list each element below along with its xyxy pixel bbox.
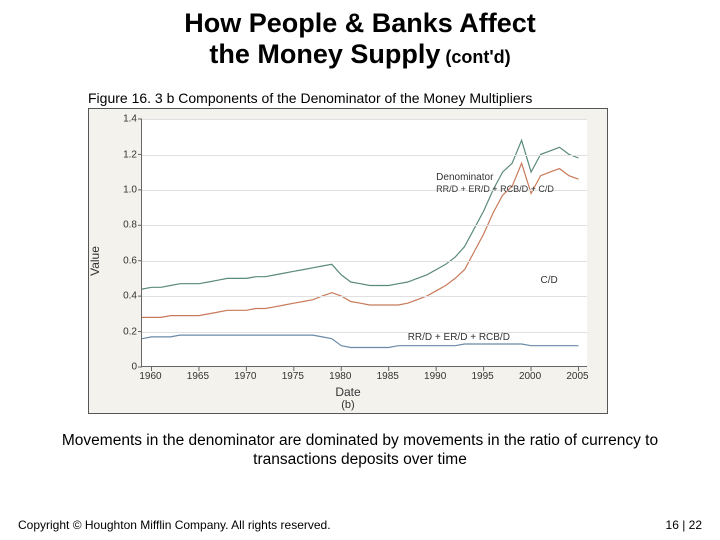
title-line-2: the Money Supply (cont'd) bbox=[0, 39, 720, 70]
x-tick-label: 1970 bbox=[234, 371, 256, 382]
gridline bbox=[142, 155, 587, 156]
gridline bbox=[142, 225, 587, 226]
y-tick-label: 1.2 bbox=[113, 149, 137, 160]
title-suffix: (cont'd) bbox=[440, 47, 510, 67]
series-label-formula-Denominator: RR/D + ER/D + RCB/D + C/D bbox=[436, 184, 554, 194]
x-tick-label: 1975 bbox=[282, 371, 304, 382]
series-label-RRD: RR/D + ER/D + RCB/D bbox=[408, 332, 510, 343]
gridline bbox=[142, 296, 587, 297]
y-tick-label: 1.4 bbox=[113, 114, 137, 125]
series-label-CD: C/D bbox=[541, 275, 558, 286]
chart-box: DenominatorRR/D + ER/D + RCB/D + C/D C/D R… bbox=[88, 108, 608, 414]
gridline bbox=[142, 261, 587, 262]
line-chart-svg bbox=[142, 119, 588, 367]
plot-area: DenominatorRR/D + ER/D + RCB/D + C/D C/D R… bbox=[141, 119, 587, 367]
body-text: Movements in the denominator are dominat… bbox=[0, 432, 720, 469]
x-tick-label: 1980 bbox=[329, 371, 351, 382]
x-axis-label: Date bbox=[335, 385, 360, 399]
x-tick-label: 1990 bbox=[424, 371, 446, 382]
footer: Copyright © Houghton Mifflin Company. Al… bbox=[0, 518, 720, 532]
x-tick-label: 1965 bbox=[187, 371, 209, 382]
title-line-1: How People & Banks Affect bbox=[0, 8, 720, 39]
series-label-Denominator: Denominator bbox=[436, 172, 493, 183]
y-tick-label: 1.0 bbox=[113, 184, 137, 195]
slide-title-block: How People & Banks Affect the Money Supp… bbox=[0, 0, 720, 76]
x-tick-label: 2000 bbox=[519, 371, 541, 382]
page-number: 16 | 22 bbox=[666, 518, 702, 532]
series-RRD bbox=[142, 335, 579, 347]
y-tick-label: 0.4 bbox=[113, 291, 137, 302]
figure-caption: Figure 16. 3 b Components of the Denomin… bbox=[88, 90, 720, 106]
copyright-text: Copyright © Houghton Mifflin Company. Al… bbox=[18, 518, 331, 532]
y-tick-label: 0.6 bbox=[113, 255, 137, 266]
y-axis-label: Value bbox=[88, 246, 102, 276]
y-tick-label: 0.8 bbox=[113, 220, 137, 231]
x-tick-label: 2005 bbox=[566, 371, 588, 382]
gridline bbox=[142, 332, 587, 333]
gridline bbox=[142, 119, 587, 120]
series-Denominator bbox=[142, 140, 579, 289]
x-tick-label: 1985 bbox=[377, 371, 399, 382]
x-tick-label: 1960 bbox=[139, 371, 161, 382]
y-tick-label: 0.2 bbox=[113, 326, 137, 337]
chart-container: DenominatorRR/D + ER/D + RCB/D + C/D C/D R… bbox=[88, 108, 720, 414]
x-tick-label: 1995 bbox=[471, 371, 493, 382]
subplot-label: (b) bbox=[341, 399, 354, 411]
y-tick-label: 0 bbox=[113, 362, 137, 373]
title-main-2: the Money Supply bbox=[209, 39, 440, 69]
